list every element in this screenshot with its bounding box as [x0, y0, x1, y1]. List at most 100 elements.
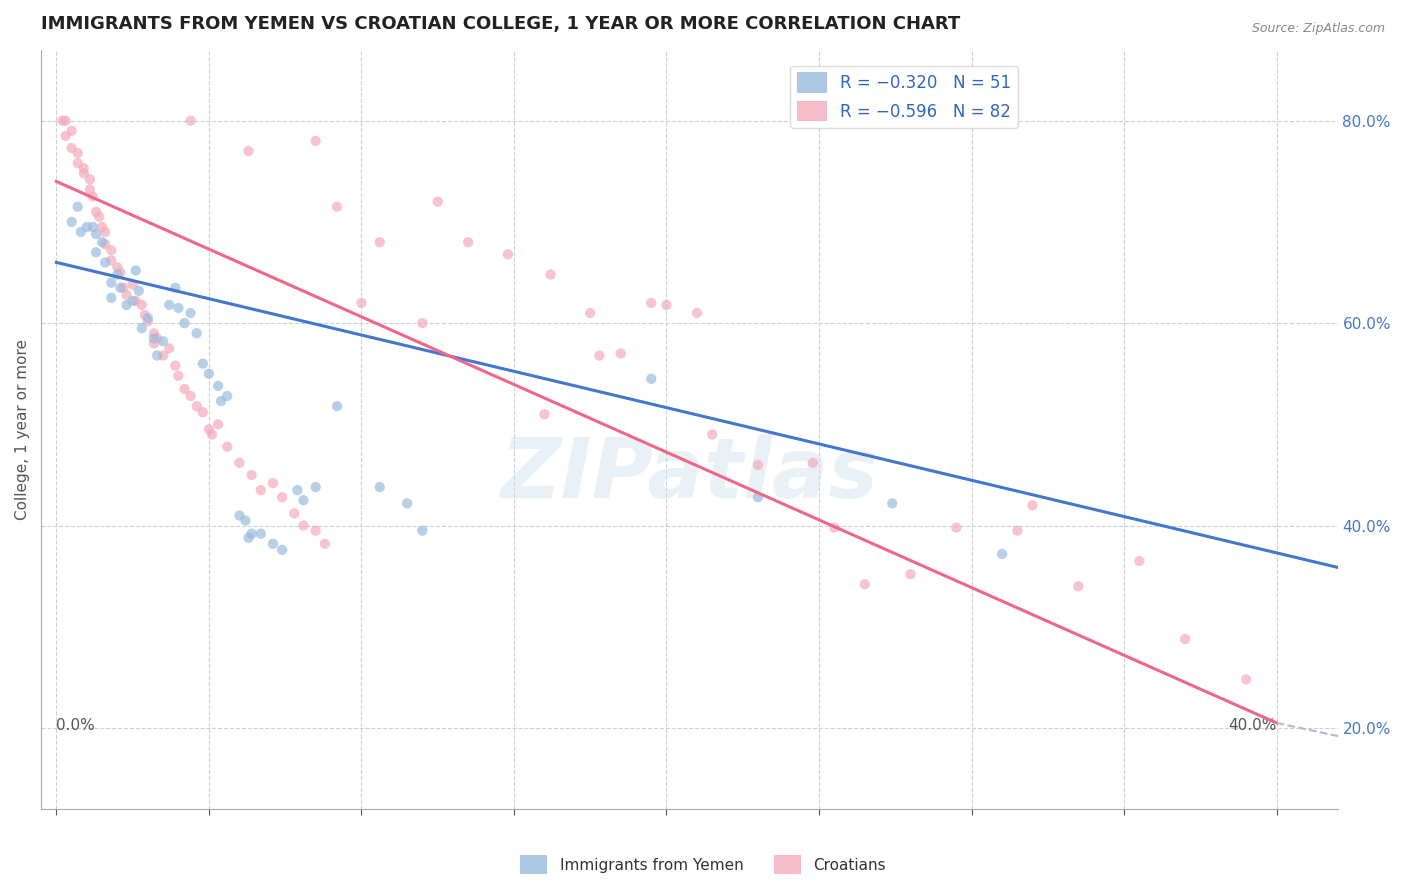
Point	[79, 172, 101, 186]
Point	[146, 349, 169, 363]
Point	[165, 359, 187, 373]
Point	[1067, 579, 1090, 593]
Point	[91, 235, 114, 249]
Point	[1021, 499, 1043, 513]
Point	[853, 577, 876, 591]
Point	[173, 382, 195, 396]
Point	[76, 219, 98, 234]
Point	[882, 496, 904, 510]
Point	[368, 480, 391, 494]
Point	[128, 284, 150, 298]
Point	[198, 367, 221, 381]
Point	[125, 263, 148, 277]
Point	[87, 210, 110, 224]
Legend: Immigrants from Yemen, Croatians: Immigrants from Yemen, Croatians	[513, 849, 893, 880]
Point	[79, 182, 101, 196]
Point	[157, 298, 180, 312]
Point	[426, 194, 449, 209]
Point	[201, 427, 224, 442]
Point	[110, 281, 132, 295]
Point	[105, 260, 128, 275]
Point	[55, 128, 77, 143]
Point	[60, 141, 83, 155]
Point	[125, 293, 148, 308]
Point	[655, 298, 678, 312]
Point	[238, 531, 260, 545]
Point	[180, 389, 202, 403]
Point	[292, 518, 315, 533]
Point	[100, 276, 122, 290]
Point	[186, 326, 208, 341]
Point	[283, 507, 305, 521]
Point	[496, 247, 519, 261]
Point	[82, 219, 104, 234]
Point	[686, 306, 709, 320]
Point	[110, 266, 132, 280]
Point	[609, 346, 631, 360]
Point	[152, 349, 174, 363]
Point	[134, 308, 156, 322]
Point	[271, 490, 294, 504]
Point	[540, 268, 562, 282]
Point	[702, 427, 724, 442]
Point	[131, 298, 153, 312]
Point	[186, 399, 208, 413]
Point	[368, 235, 391, 249]
Point	[314, 537, 336, 551]
Point	[115, 298, 138, 312]
Point	[207, 379, 229, 393]
Point	[66, 200, 89, 214]
Point	[747, 490, 769, 504]
Point	[1234, 673, 1257, 687]
Point	[55, 113, 77, 128]
Point	[100, 253, 122, 268]
Y-axis label: College, 1 year or more: College, 1 year or more	[15, 339, 30, 520]
Point	[945, 520, 967, 534]
Text: IMMIGRANTS FROM YEMEN VS CROATIAN COLLEGE, 1 YEAR OR MORE CORRELATION CHART: IMMIGRANTS FROM YEMEN VS CROATIAN COLLEG…	[41, 15, 960, 33]
Point	[94, 255, 117, 269]
Point	[217, 440, 239, 454]
Point	[152, 334, 174, 349]
Text: Source: ZipAtlas.com: Source: ZipAtlas.com	[1251, 22, 1385, 36]
Point	[350, 296, 373, 310]
Text: 0.0%: 0.0%	[56, 718, 96, 733]
Point	[84, 204, 107, 219]
Point	[94, 225, 117, 239]
Point	[533, 407, 555, 421]
Point	[105, 268, 128, 282]
Point	[82, 189, 104, 203]
Point	[747, 458, 769, 472]
Point	[66, 156, 89, 170]
Point	[991, 547, 1014, 561]
Point	[305, 480, 328, 494]
Text: 40.0%: 40.0%	[1229, 718, 1277, 733]
Point	[326, 200, 349, 214]
Point	[640, 372, 662, 386]
Point	[112, 281, 135, 295]
Point	[292, 493, 315, 508]
Point	[235, 514, 257, 528]
Point	[588, 349, 610, 363]
Point	[143, 326, 166, 341]
Point	[411, 524, 433, 538]
Point	[271, 542, 294, 557]
Point	[136, 311, 159, 326]
Point	[238, 144, 260, 158]
Point	[191, 357, 214, 371]
Point	[457, 235, 479, 249]
Point	[51, 113, 73, 128]
Point	[209, 394, 232, 409]
Point	[801, 456, 824, 470]
Point	[240, 526, 263, 541]
Point	[146, 331, 169, 345]
Point	[262, 476, 284, 491]
Point	[191, 405, 214, 419]
Point	[249, 526, 271, 541]
Point	[157, 342, 180, 356]
Point	[165, 281, 187, 295]
Point	[285, 483, 308, 497]
Point	[1174, 632, 1197, 646]
Point	[305, 134, 328, 148]
Point	[262, 537, 284, 551]
Point	[198, 422, 221, 436]
